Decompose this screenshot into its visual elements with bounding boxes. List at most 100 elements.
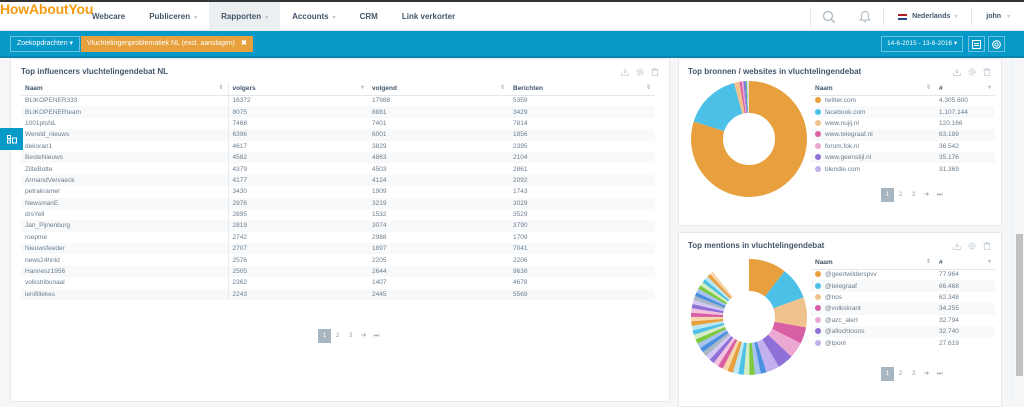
last-page-icon[interactable]: ⏭ <box>373 332 380 339</box>
close-icon[interactable]: ✖ <box>241 40 247 47</box>
legend-row[interactable]: @tponl 27.619 <box>811 337 995 348</box>
page-2-button[interactable]: 2 <box>898 191 903 198</box>
gear-icon[interactable] <box>968 242 976 250</box>
language-selector[interactable]: Nederlands ▾ <box>884 13 971 20</box>
influencers-table-body: BLIKOPENER333 16372 17988 5359 BLIKOPENERtea… <box>21 95 655 301</box>
nav-item-publiceren[interactable]: Publiceren ▾ <box>137 2 209 31</box>
search-icon <box>823 10 836 23</box>
table-row[interactable]: BLIKOPENER333 16372 17988 5359 <box>21 95 655 107</box>
table-row[interactable]: lenifillekes 2243 2445 5569 <box>21 288 655 301</box>
table-row[interactable]: Wereld_nieuws 6396 6001 1856 <box>21 129 655 141</box>
legend-color-dot-icon <box>815 328 821 335</box>
table-row[interactable]: news24hnld 2576 2205 2206 <box>21 254 655 266</box>
legend-row[interactable]: twitter.com 4.305.600 <box>811 95 995 106</box>
divider <box>971 6 973 27</box>
page-2-button[interactable]: 2 <box>898 370 903 377</box>
page-2-button[interactable]: 2 <box>335 332 340 339</box>
legend-row[interactable]: blendle.com 31.369 <box>811 163 995 174</box>
column-header-volgend[interactable]: volgend ⇕ <box>368 83 509 96</box>
table-row[interactable]: roepme 2742 2988 1709 <box>21 231 655 244</box>
trash-icon[interactable] <box>983 68 991 76</box>
settings-button[interactable] <box>988 36 1005 52</box>
next-page-icon[interactable]: ➜ <box>360 332 367 339</box>
table-row[interactable]: Nieuwsfeeder 2707 1897 7041 <box>21 243 655 255</box>
download-icon[interactable] <box>953 68 961 76</box>
page-3-button[interactable]: 3 <box>911 370 916 377</box>
column-header-naam[interactable]: Naam ⇕ <box>811 83 935 96</box>
page-3-button[interactable]: 3 <box>348 332 353 339</box>
export-report-button[interactable] <box>968 36 985 52</box>
cell-naam: BLIKOPENER333 <box>21 95 229 107</box>
legend-row[interactable]: www.nujij.nl 120.166 <box>811 118 995 129</box>
download-icon[interactable] <box>953 242 961 250</box>
table-row[interactable]: Hannesz1956 2505 2644 9638 <box>21 265 655 278</box>
page-1-button[interactable]: 1 <box>318 329 331 343</box>
divider <box>883 6 885 27</box>
page-1-button[interactable]: 1 <box>881 367 894 381</box>
user-menu[interactable]: john ▾ <box>972 13 1024 20</box>
table-row[interactable]: BLIKOPENERteam 8075 8881 3429 <box>21 106 655 118</box>
cell-volgers: 2895 <box>232 211 247 219</box>
next-page-icon[interactable]: ➜ <box>923 370 930 377</box>
table-row[interactable]: dekoran1 4617 3829 2395 <box>21 140 655 152</box>
download-icon[interactable] <box>621 68 629 76</box>
table-row[interactable]: BesteNieuws 4582 4863 2104 <box>21 151 655 164</box>
column-header-volgers[interactable]: volgers ▾ <box>228 83 368 96</box>
table-row[interactable]: ZilteBotte 4379 4503 2861 <box>21 163 655 175</box>
app-logo[interactable]: HowAboutYou <box>0 1 94 17</box>
nav-item-webcare[interactable]: Webcare <box>80 2 137 31</box>
notifications-button[interactable] <box>847 2 883 31</box>
table-row[interactable]: volkstribunaal 2362 1407 4678 <box>21 277 655 289</box>
cell-naam: @volkskrant <box>811 303 935 315</box>
date-range-picker[interactable]: 14-6-2015 - 13-6-2016 ▾ <box>881 36 964 52</box>
column-header-count[interactable]: # ▾ <box>935 257 995 270</box>
page-scrollbar-thumb[interactable] <box>1016 234 1023 376</box>
legend-row[interactable]: www.geenstijl.nl 35.176 <box>811 151 995 164</box>
cell-volgers: 2243 <box>228 288 368 301</box>
sources-donut-chart[interactable] <box>691 81 807 197</box>
cell-naam: @allochtoons <box>811 325 935 338</box>
search-button[interactable] <box>811 2 847 31</box>
trash-icon[interactable] <box>651 68 659 76</box>
gear-icon[interactable] <box>636 68 644 76</box>
gear-icon[interactable] <box>968 68 976 76</box>
legend-row[interactable]: @geertwilderspvv 77.964 <box>811 269 995 280</box>
legend-row[interactable]: @allochtoons 32.740 <box>811 325 995 338</box>
legend-row[interactable]: facebook.com 1.107.144 <box>811 106 995 118</box>
legend-row[interactable]: forum.fok.nl 36.542 <box>811 141 995 152</box>
chevron-down-icon: ▾ <box>332 15 336 21</box>
next-page-icon[interactable]: ➜ <box>923 191 930 198</box>
table-row[interactable]: 1001ptsNL 7468 7401 7814 <box>21 117 655 130</box>
legend-row[interactable]: @nos 62.348 <box>811 292 995 303</box>
table-row[interactable]: ArmandVervaeck 4177 4124 2092 <box>21 174 655 187</box>
table-row[interactable]: Jan_Pijnenburg 2819 3074 3790 <box>21 220 655 232</box>
mentions-donut-chart[interactable] <box>691 259 807 375</box>
last-page-icon[interactable]: ⏭ <box>936 191 943 198</box>
side-panel-toggle[interactable] <box>0 128 23 150</box>
column-header-count[interactable]: # ▾ <box>935 83 995 96</box>
nav-label: Accounts <box>292 12 329 21</box>
table-row[interactable]: petrakramer 3430 1909 1743 <box>21 186 655 198</box>
trash-icon[interactable] <box>983 242 991 250</box>
legend-row[interactable]: @volkskrant 34.255 <box>811 303 995 315</box>
legend-row[interactable]: @azc_alert 32.794 <box>811 315 995 326</box>
column-header-naam[interactable]: Naam ⇕ <box>811 257 935 270</box>
page-3-button[interactable]: 3 <box>911 191 916 198</box>
nav-item-crm[interactable]: CRM <box>348 2 390 31</box>
cell-volgend: 2644 <box>368 265 509 278</box>
legend-row[interactable]: @telegraaf 66.468 <box>811 280 995 292</box>
cell-volgers: 2707 <box>228 243 368 255</box>
table-row[interactable]: drsYell 2895 1532 3529 <box>21 208 655 221</box>
nav-item-accounts[interactable]: Accounts ▾ <box>280 2 347 31</box>
last-page-icon[interactable]: ⏭ <box>936 370 943 377</box>
column-header-berichten[interactable]: Berichten ⇕ <box>509 83 655 96</box>
table-row[interactable]: NewsmanE 2976 3219 3029 <box>21 197 655 209</box>
column-header-naam[interactable]: Naam ⇕ <box>21 83 229 96</box>
legend-row[interactable]: www.telegraaf.nl 63.189 <box>811 129 995 141</box>
nav-item-link-verkorter[interactable]: Link verkorter <box>390 2 467 31</box>
legend-color-dot-icon <box>815 165 821 172</box>
cell-volgers: 3430 <box>232 188 247 196</box>
nav-item-rapporten[interactable]: Rapporten ▾ <box>209 2 281 31</box>
searches-dropdown[interactable]: Zoekopdrachten ▾ <box>10 36 81 52</box>
page-1-button[interactable]: 1 <box>881 188 894 202</box>
